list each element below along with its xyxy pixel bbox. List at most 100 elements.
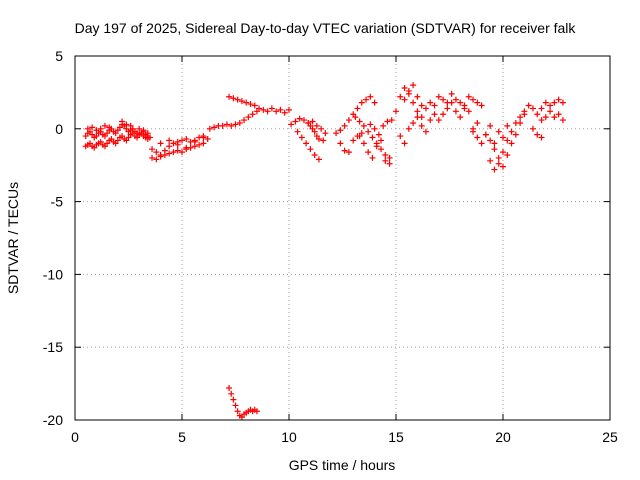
x-tick-labels: 0 5 10 15 20 25 xyxy=(71,429,618,445)
data-point xyxy=(491,146,498,153)
data-point xyxy=(369,134,376,141)
data-point xyxy=(243,99,250,106)
data-point xyxy=(378,146,385,153)
data-point xyxy=(358,99,365,106)
data-point xyxy=(232,121,239,128)
data-point xyxy=(166,143,173,150)
data-point xyxy=(230,95,237,102)
data-point xyxy=(153,156,160,163)
data-point xyxy=(320,137,327,144)
data-point xyxy=(294,128,301,135)
data-point xyxy=(435,117,442,124)
data-point xyxy=(474,99,481,106)
data-point xyxy=(542,114,549,121)
data-point xyxy=(363,96,370,103)
data-point xyxy=(386,160,393,167)
data-point xyxy=(286,106,292,113)
data-point xyxy=(474,134,481,141)
data-point xyxy=(179,149,185,156)
data-point xyxy=(465,108,472,115)
data-point xyxy=(170,149,177,156)
data-point xyxy=(204,135,211,142)
data-point xyxy=(256,105,263,112)
data-point xyxy=(179,137,185,144)
data-point xyxy=(534,111,541,118)
data-point xyxy=(345,149,352,156)
data-point xyxy=(512,119,519,126)
chart-title: Day 197 of 2025, Sidereal Day-to-day VTE… xyxy=(75,20,577,36)
data-point xyxy=(84,125,91,132)
data-point xyxy=(183,135,190,142)
data-point xyxy=(465,93,472,100)
data-point xyxy=(551,99,558,106)
data-point xyxy=(487,122,494,129)
data-point xyxy=(97,125,104,132)
data-point xyxy=(431,111,438,118)
data-point xyxy=(382,152,389,159)
data-point xyxy=(495,160,502,167)
data-point xyxy=(512,131,519,138)
data-point xyxy=(397,93,404,100)
data-point xyxy=(311,152,318,159)
data-point xyxy=(101,122,108,129)
data-point xyxy=(236,119,243,126)
data-point xyxy=(136,125,143,132)
data-point xyxy=(140,127,147,134)
data-point xyxy=(89,124,96,131)
data-point xyxy=(534,131,541,138)
data-point xyxy=(354,105,361,112)
data-point xyxy=(219,122,226,129)
data-point xyxy=(422,105,429,112)
data-point xyxy=(365,128,372,135)
data-point xyxy=(352,114,359,121)
data-point xyxy=(474,119,481,126)
data-point xyxy=(435,93,442,100)
data-point xyxy=(538,117,545,124)
data-point xyxy=(144,135,151,142)
data-point xyxy=(157,140,164,147)
data-point xyxy=(157,153,164,160)
data-point xyxy=(93,127,100,134)
data-point xyxy=(251,102,258,109)
data-point xyxy=(525,102,532,109)
data-point xyxy=(149,146,156,153)
data-point xyxy=(337,140,344,147)
data-point xyxy=(500,149,506,156)
data-point xyxy=(517,114,524,121)
data-point xyxy=(226,384,233,391)
data-point xyxy=(322,130,329,137)
data-point xyxy=(551,114,558,121)
data-point xyxy=(206,125,213,132)
x-tick-label: 10 xyxy=(281,429,297,445)
y-tick-label: -20 xyxy=(43,412,63,428)
data-point xyxy=(253,408,260,415)
data-point xyxy=(555,111,562,118)
data-point xyxy=(452,96,459,103)
data-point xyxy=(386,154,393,161)
data-points xyxy=(82,82,566,421)
data-point xyxy=(174,141,181,148)
data-point xyxy=(360,140,367,147)
data-point xyxy=(393,108,399,115)
data-point xyxy=(500,134,506,141)
data-point xyxy=(504,137,511,144)
data-point xyxy=(401,85,408,92)
data-point xyxy=(482,131,489,138)
data-point xyxy=(448,90,455,97)
data-point xyxy=(457,114,464,121)
data-point xyxy=(296,115,303,122)
data-point xyxy=(149,154,156,161)
data-point xyxy=(375,131,382,138)
data-point xyxy=(457,99,464,106)
data-point xyxy=(538,105,545,112)
data-point xyxy=(452,108,459,115)
data-point xyxy=(555,96,562,103)
data-point xyxy=(538,134,545,141)
data-point xyxy=(337,127,344,134)
data-point xyxy=(440,96,447,103)
data-point xyxy=(559,99,566,106)
data-point xyxy=(356,133,363,140)
data-point xyxy=(529,105,536,112)
data-point xyxy=(333,130,340,137)
data-point xyxy=(298,134,305,141)
